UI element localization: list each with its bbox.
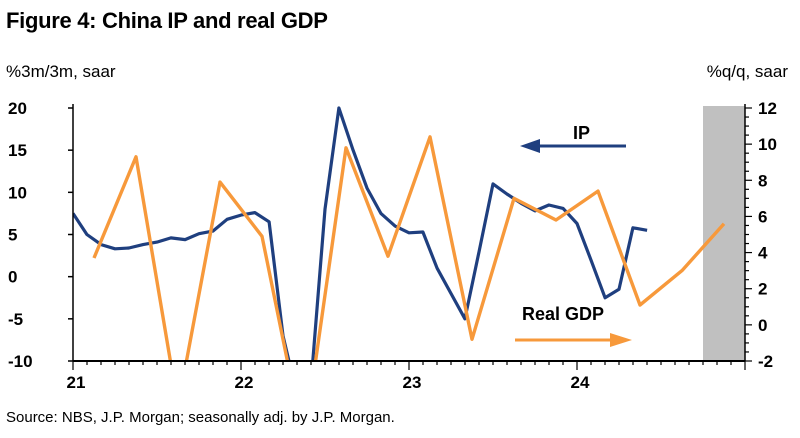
source-note: Source: NBS, J.P. Morgan; seasonally adj… bbox=[6, 409, 395, 426]
gdp-arrow-head-icon bbox=[610, 333, 632, 347]
left-tick-label: -5 bbox=[8, 310, 23, 329]
right-tick-label: 8 bbox=[758, 171, 767, 190]
right-tick-label: -2 bbox=[758, 352, 773, 371]
x-tick-label: 23 bbox=[403, 373, 422, 392]
left-tick-label: 5 bbox=[8, 226, 17, 245]
right-tick-label: 2 bbox=[758, 280, 767, 299]
right-axis-unit: %q/q, saar bbox=[706, 62, 788, 81]
left-tick-label: 15 bbox=[8, 141, 27, 160]
right-tick-label: 0 bbox=[758, 316, 767, 335]
ip-annotation-label: IP bbox=[573, 123, 590, 143]
left-tick-label: -10 bbox=[8, 352, 33, 371]
right-tick-label: 12 bbox=[758, 99, 777, 118]
forecast-shade bbox=[703, 106, 745, 361]
right-tick-label: 4 bbox=[758, 244, 768, 263]
gdp-annotation-label: Real GDP bbox=[522, 304, 604, 324]
gdp-series-line bbox=[92, 135, 726, 361]
x-tick-label: 24 bbox=[571, 373, 590, 392]
left-axis-unit: %3m/3m, saar bbox=[6, 62, 116, 81]
x-tick-label: 21 bbox=[67, 373, 86, 392]
left-tick-label: 20 bbox=[8, 99, 27, 118]
ip-arrow-head-icon bbox=[520, 139, 540, 153]
right-tick-label: 10 bbox=[758, 135, 777, 154]
x-tick-label: 22 bbox=[235, 373, 254, 392]
right-tick-label: 6 bbox=[758, 207, 767, 226]
left-tick-label: 10 bbox=[8, 183, 27, 202]
ip-series-line bbox=[73, 106, 648, 361]
chart-title: Figure 4: China IP and real GDP bbox=[6, 8, 328, 33]
left-tick-label: 0 bbox=[8, 268, 17, 287]
